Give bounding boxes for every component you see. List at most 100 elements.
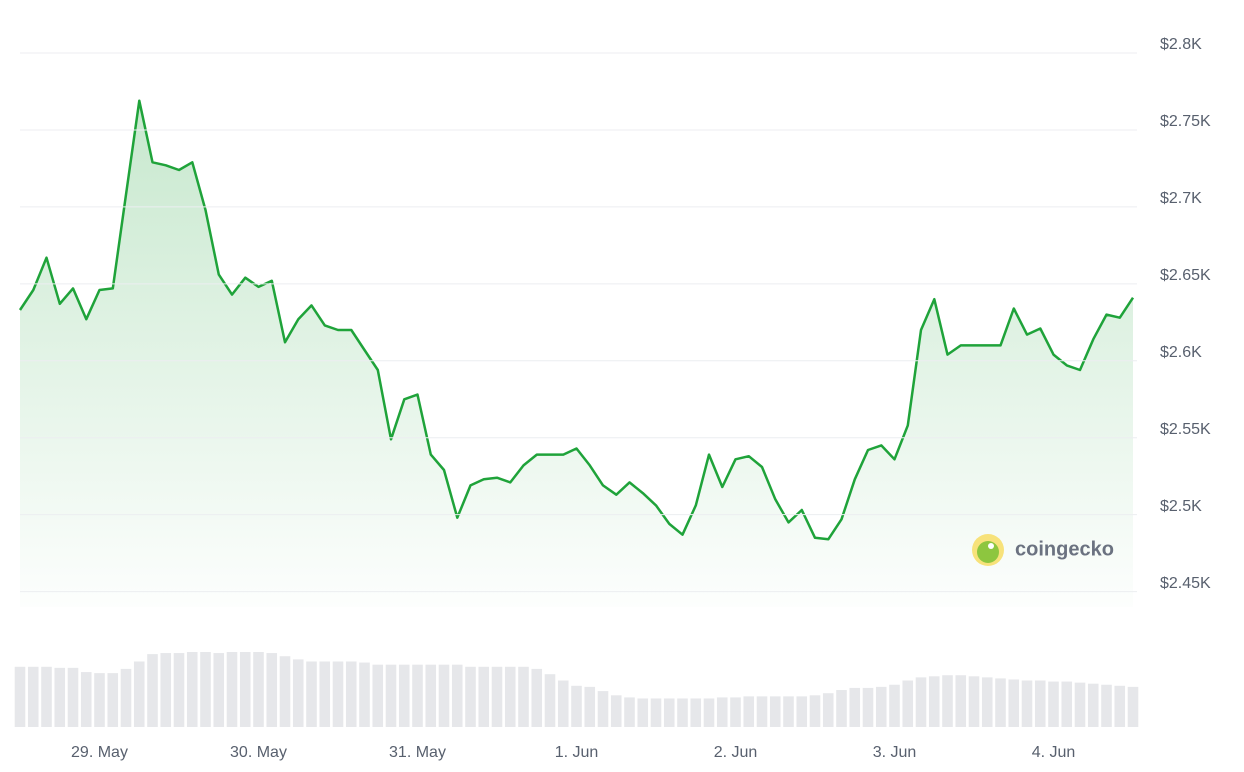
volume-bar [544,674,556,727]
volume-bar [518,666,529,727]
volume-bar [584,686,596,727]
volume-bar [1021,680,1033,727]
volume-bar [942,675,953,727]
volume-bar [531,668,543,727]
volume-bar [889,684,900,727]
volume-bar [372,664,384,727]
volume-bar [928,676,940,727]
volume-bar [451,664,463,727]
volume-bar [266,653,278,727]
volume-bar [796,696,808,727]
y-tick-label: $2.5K [1160,498,1202,515]
volume-bar [67,667,79,727]
volume-bar [239,652,251,727]
volume-bar [571,685,582,727]
volume-bar [319,661,331,727]
volume-bar [783,696,794,727]
volume-bar [1048,681,1059,727]
volume-bar [730,697,741,727]
y-tick-label: $2.8K [1160,36,1202,53]
volume-bar [491,666,503,727]
volume-bar [769,696,781,727]
volume-bar [1008,679,1020,727]
volume-bar [186,652,198,727]
volume-bar [160,653,172,727]
watermark: coingecko [972,534,1114,566]
volume-bar [1061,681,1073,727]
volume-bar [875,686,887,727]
volume-bar [292,659,304,727]
volume-bar [1087,683,1099,727]
x-tick-label: 29. May [71,744,128,761]
volume-bar [438,664,450,727]
volume-bar [849,687,861,727]
volume-bar [385,664,397,727]
volume-bar [306,661,317,727]
volume-bar [133,661,145,727]
volume-bar [147,654,158,727]
volume-bar [200,652,211,727]
price-area [20,100,1133,607]
y-tick-label: $2.45K [1160,575,1211,592]
volume-bar [279,656,291,727]
volume-bar [955,675,967,727]
y-tick-label: $2.65K [1160,267,1211,284]
x-tick-label: 30. May [230,744,287,761]
volume-bar [332,661,344,727]
volume-bar [253,652,264,727]
volume-bar [1101,684,1112,727]
x-tick-label: 31. May [389,744,446,761]
volume-bar [1034,680,1046,727]
volume-bar [359,662,370,727]
volume-bar [14,666,26,727]
volume-bar [597,691,609,727]
volume-bar [862,687,874,727]
y-tick-label: $2.75K [1160,113,1211,130]
volume-bar [41,666,52,727]
volume-bar [54,667,66,727]
volume-bar [756,696,768,727]
volume-bar [995,678,1006,727]
y-tick-label: $2.6K [1160,344,1202,361]
volume-bar [412,664,423,727]
volume-bar [504,666,516,727]
y-tick-label: $2.7K [1160,190,1202,207]
volume-bar [120,668,132,727]
volume-bar [836,690,847,727]
x-tick-label: 3. Jun [873,744,917,761]
x-tick-label: 1. Jun [555,744,599,761]
volume-bar [968,676,980,727]
volume-bar [27,666,39,727]
volume-bar [610,695,622,727]
volume-bar [637,698,649,727]
volume-bar [1127,686,1139,727]
volume-bar [690,698,702,727]
volume-bar [478,666,490,727]
volume-bar [107,673,119,727]
volume-bar [1074,682,1086,727]
volume-bar [465,666,476,727]
logo-eye [988,543,994,549]
watermark-text: coingecko [1015,538,1114,560]
volume-bar [94,673,105,727]
logo-inner [977,541,999,563]
volume-bar [716,697,728,727]
volume-bar [743,696,755,727]
volume-bar [173,653,185,727]
volume-bar [981,677,993,727]
y-tick-label: $2.55K [1160,421,1211,438]
x-tick-label: 2. Jun [714,744,758,761]
volume-bar [677,698,688,727]
volume-bar [809,695,821,727]
volume-bar [703,698,715,727]
volume-bar [398,664,410,727]
volume-bar [425,664,437,727]
volume-bar [1114,685,1126,727]
volume-bar [226,652,238,727]
volume-bar [213,653,225,727]
volume-bar [80,672,92,727]
volume-bar [822,693,834,727]
volume-bar [663,698,675,727]
x-tick-label: 4. Jun [1032,744,1076,761]
